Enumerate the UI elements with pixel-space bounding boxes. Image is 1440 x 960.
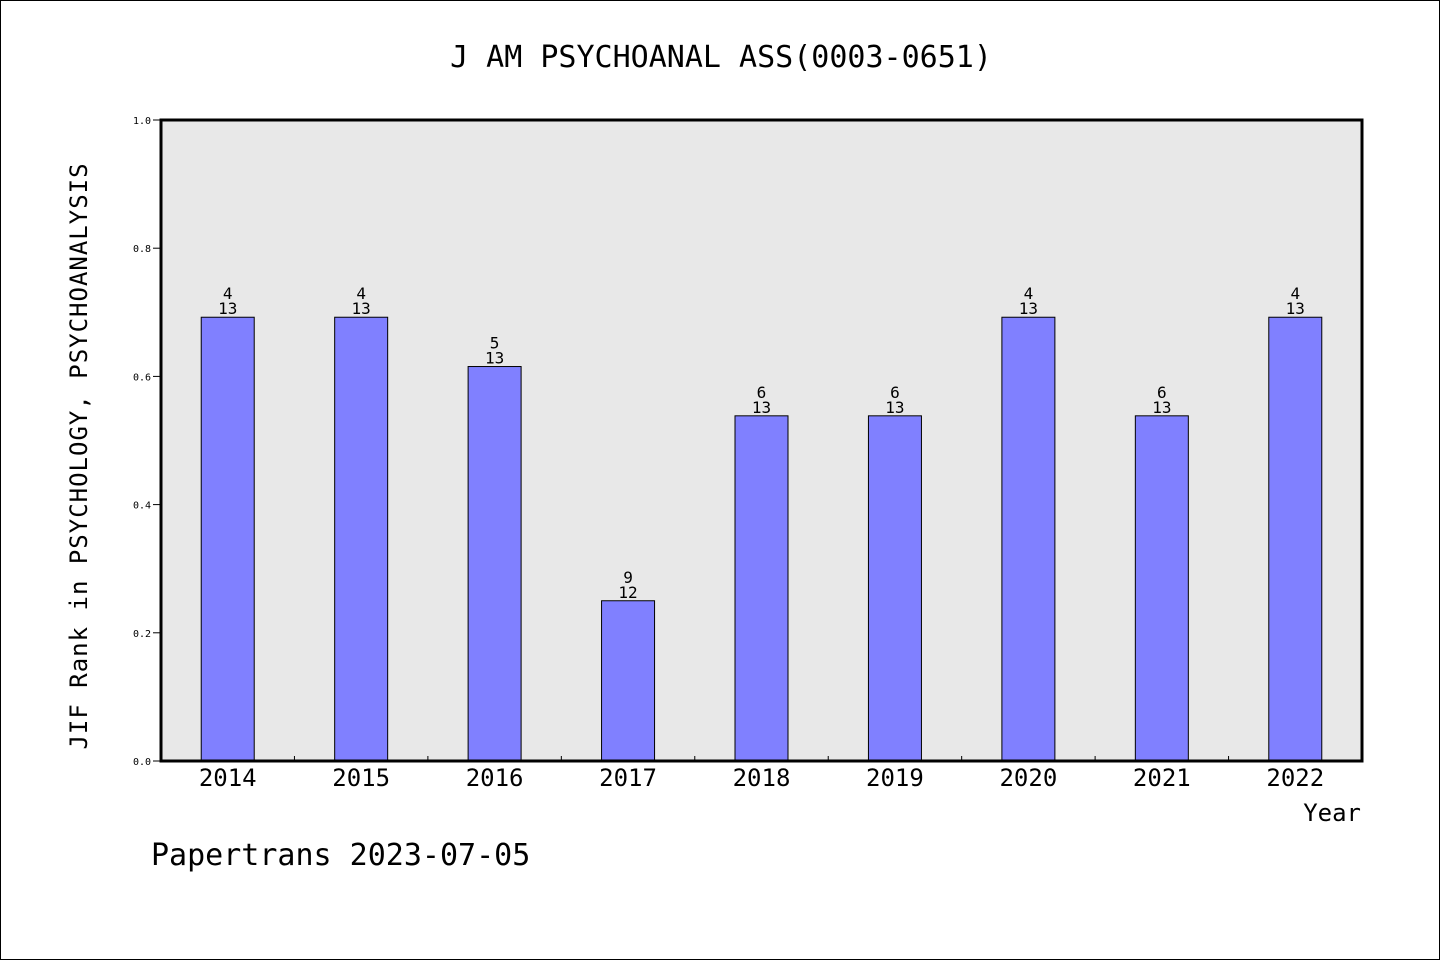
bar-rank-label: 4 [1024,284,1034,303]
chart-title: J AM PSYCHOANAL ASS(0003-0651) [450,40,992,75]
bar-2020 [1001,316,1056,762]
bar-total-label: 13 [885,398,904,417]
bar-2014 [200,316,255,762]
plot-border [159,118,1364,763]
x-tick-label: 2016 [466,764,524,792]
x-tick-label: 2014 [199,764,257,792]
bar-2019 [867,415,922,762]
y-tick-label: 0.2 [133,629,151,640]
x-tick-label: 2018 [733,764,791,792]
bar-rank-label: 4 [1290,284,1300,303]
y-axis-label: JIF Rank in PSYCHOLOGY, PSYCHOANALYSIS [65,162,93,749]
x-tick-label: 2019 [866,764,924,792]
bar-total-label: 13 [485,349,504,368]
y-tick-label: 0.8 [133,244,151,255]
footer-text: Papertrans 2023-07-05 [151,838,530,873]
bar-rank-label: 6 [890,383,900,402]
bar-2017 [601,600,656,762]
bar-2021 [1134,415,1189,762]
bar-rank-label: 6 [757,383,767,402]
bar-2016 [467,366,522,762]
x-tick-label: 2022 [1266,764,1324,792]
x-tick-label: 2021 [1133,764,1191,792]
bar-2018 [734,415,789,762]
bar-total-label: 12 [618,583,637,602]
bar-total-label: 13 [352,299,371,318]
bar-total-label: 13 [1152,398,1171,417]
bar-total-label: 13 [1019,299,1038,318]
y-tick-label: 1.0 [133,116,151,127]
bar-2022 [1268,316,1323,762]
bar-rank-label: 6 [1157,383,1167,402]
x-tick-label: 2020 [999,764,1057,792]
bar-rank-label: 5 [490,334,500,353]
bar-2015 [334,316,389,762]
bar-rank-label: 4 [356,284,366,303]
y-tick-label: 0.0 [133,757,151,768]
bar-rank-label: 9 [623,568,633,587]
y-tick-label: 0.6 [133,372,151,383]
x-axis-label: Year [1303,799,1361,827]
bar-total-label: 13 [218,299,237,318]
x-tick-label: 2017 [599,764,657,792]
y-ticks-group: 0.0 0.2 0.4 0.6 0.8 1.0 [133,116,161,768]
bar-rank-label: 4 [223,284,233,303]
bar-total-label: 13 [752,398,771,417]
y-tick-label: 0.4 [133,501,151,512]
x-tick-label: 2015 [332,764,390,792]
x-ticks-group: 2014 2015 2016 2017 2018 2019 2020 2021 2022 [199,756,1324,792]
bar-total-label: 13 [1286,299,1305,318]
